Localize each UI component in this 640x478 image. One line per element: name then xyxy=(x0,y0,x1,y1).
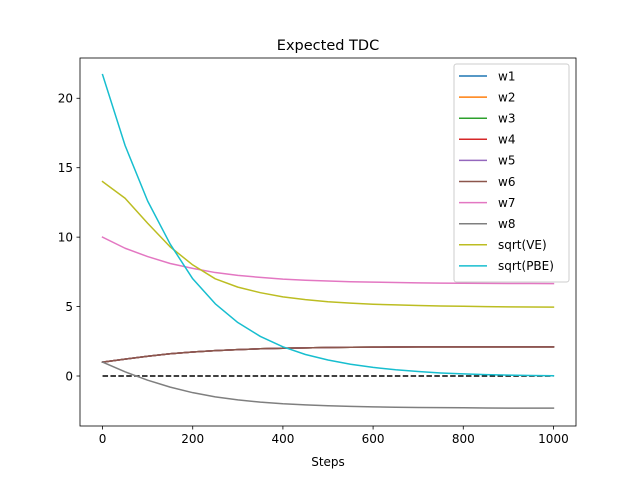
series-line-w6 xyxy=(101,346,555,363)
y-tick-label: 15 xyxy=(58,161,73,175)
x-tick-label: 1000 xyxy=(538,432,569,446)
legend-label-w5: w5 xyxy=(498,154,515,168)
series-line-w8 xyxy=(101,361,555,409)
legend-label-w3: w3 xyxy=(498,112,515,126)
x-tick-label: 800 xyxy=(452,432,475,446)
x-tick-label: 200 xyxy=(181,432,204,446)
legend-label-w1: w1 xyxy=(498,69,515,83)
series-line-sqrt-ve xyxy=(101,180,555,308)
legend-label-w7: w7 xyxy=(498,196,515,210)
series-line-w7 xyxy=(101,236,555,285)
y-tick-label: 0 xyxy=(65,369,73,383)
x-axis-label: Steps xyxy=(311,455,345,469)
series-line-sqrt-pbe xyxy=(101,73,555,377)
chart-title: Expected TDC xyxy=(277,38,379,54)
axes-frame xyxy=(79,57,577,427)
plot-area: 0 200 400 600 800 1000 0 5 10 15 20 w1 w2 w3 w4 w5 w6 w7 w… xyxy=(58,57,577,446)
y-tick-label: 10 xyxy=(58,230,73,244)
legend-label-w6: w6 xyxy=(498,175,515,189)
x-tick-label: 400 xyxy=(271,432,294,446)
y-tick-label: 5 xyxy=(65,300,73,314)
legend-label-sqrt-pbe: sqrt(PBE) xyxy=(498,259,554,273)
legend-label-w4: w4 xyxy=(498,133,515,147)
legend-label-w2: w2 xyxy=(498,90,515,104)
y-tick-label: 20 xyxy=(58,92,73,106)
x-tick-label: 0 xyxy=(99,432,107,446)
x-tick-label: 600 xyxy=(362,432,385,446)
legend-label-w8: w8 xyxy=(498,217,515,231)
legend-label-sqrt-ve: sqrt(VE) xyxy=(498,238,547,252)
